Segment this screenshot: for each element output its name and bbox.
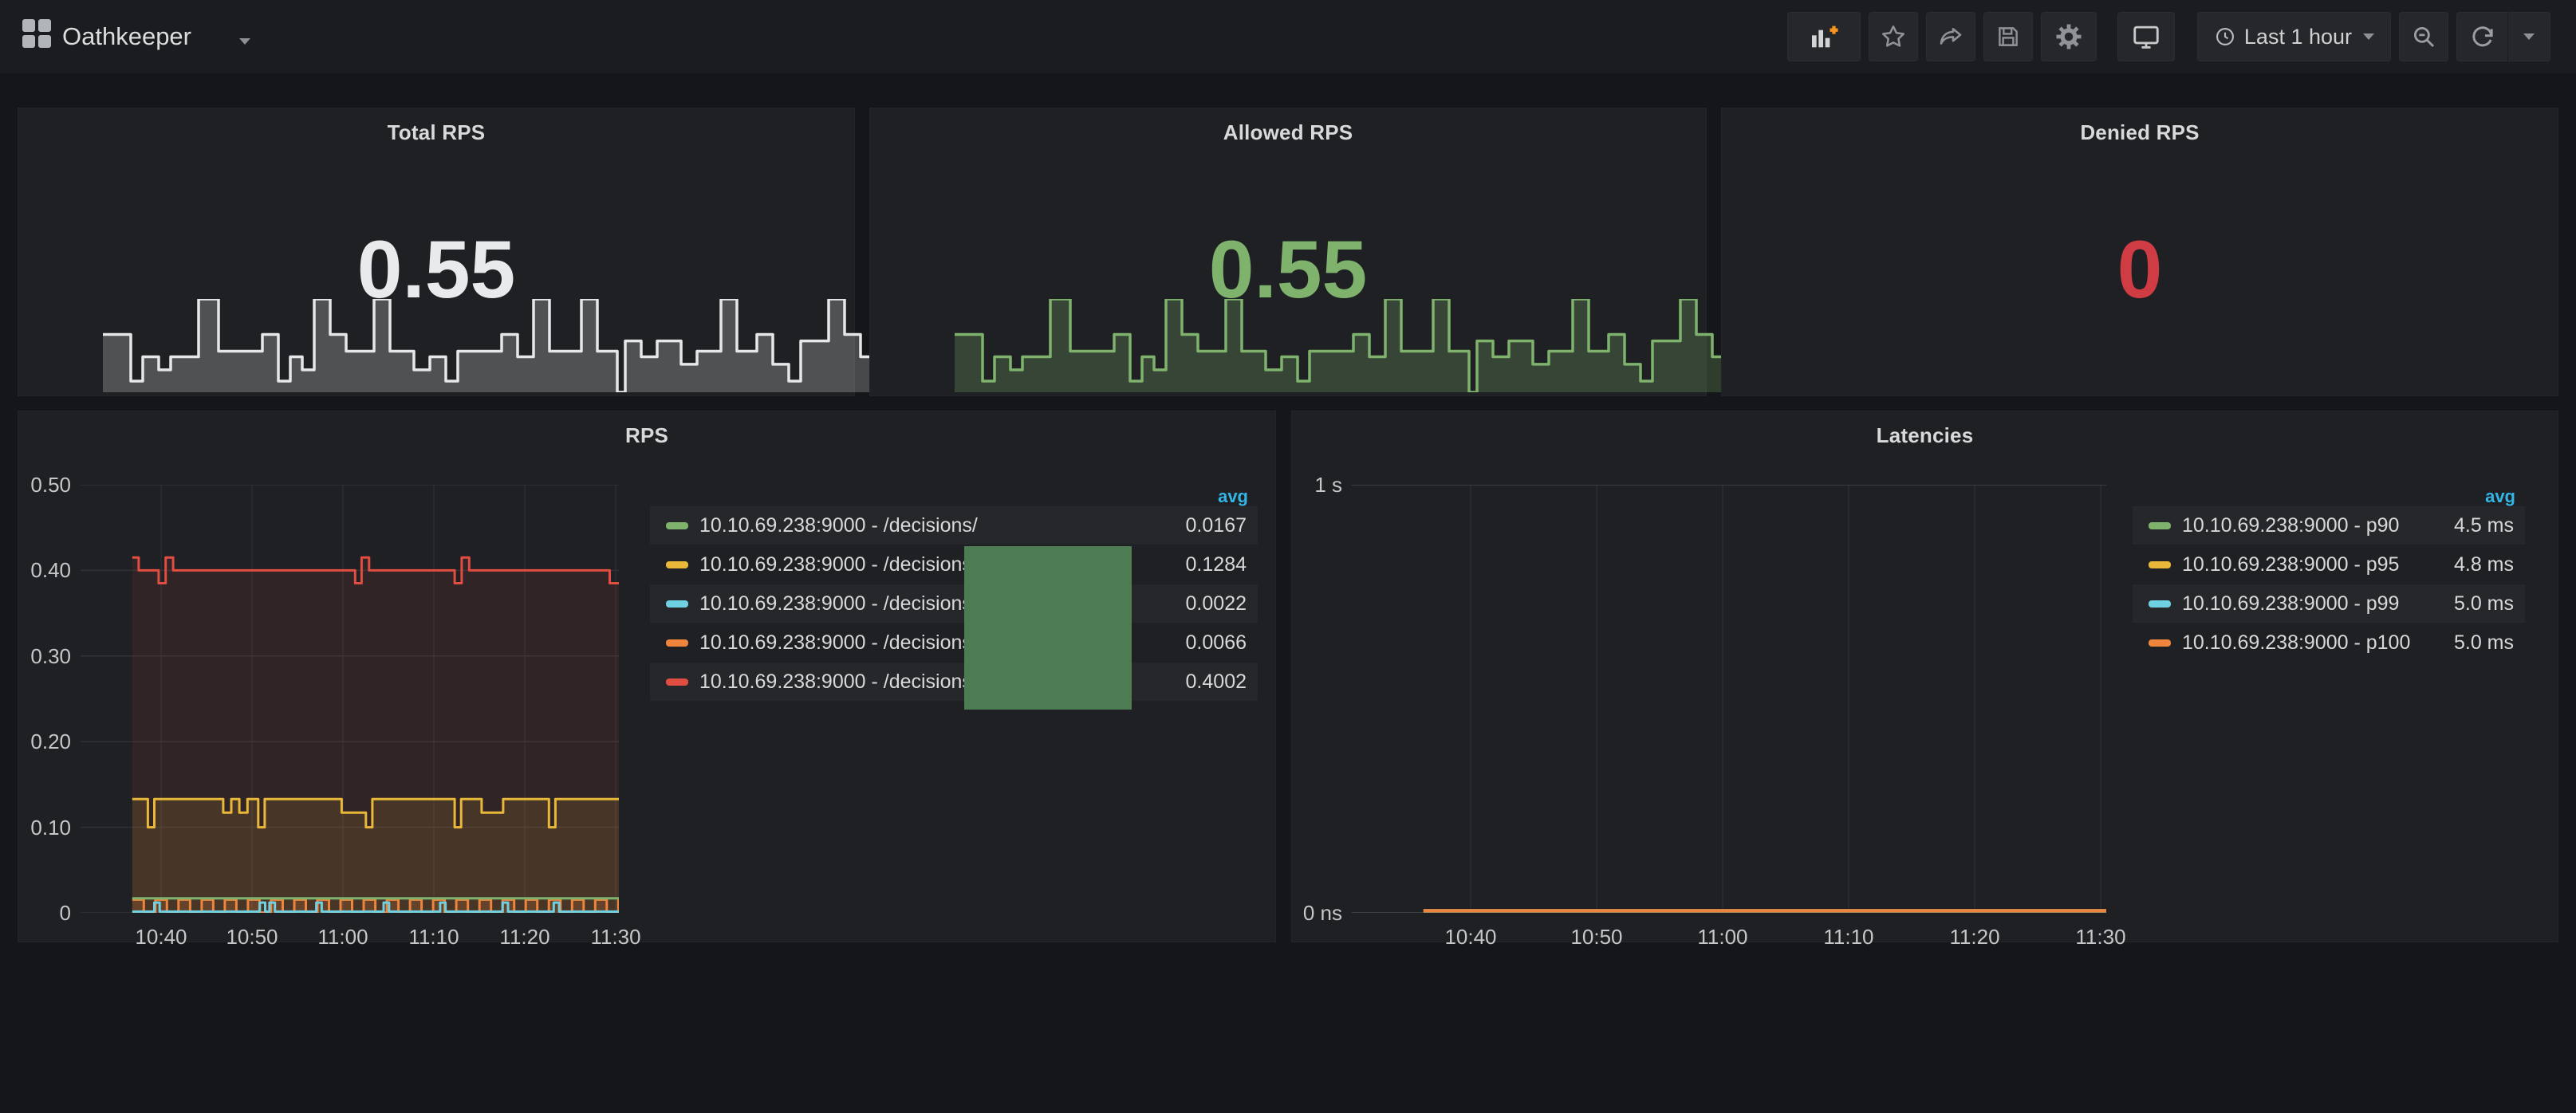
y-axis-tick: 0.40 — [15, 558, 71, 583]
save-icon — [1995, 23, 2022, 50]
add-panel-icon — [1808, 21, 1840, 53]
panel-title[interactable]: Allowed RPS — [870, 120, 1706, 145]
legend-row[interactable]: 10.10.69.238:9000 - p99 5.0 ms — [2133, 584, 2525, 623]
legend-series-swatch — [2149, 561, 2171, 568]
y-axis-tick: 0.50 — [15, 473, 71, 498]
panel-rps-graph: RPS 0.500.400.300.200.10010:4010:5011:00… — [18, 411, 1276, 942]
y-axis-tick: 0 ns — [1286, 901, 1342, 926]
zoom-out-icon — [2410, 23, 2437, 50]
x-axis-tick: 11:20 — [1919, 925, 2030, 950]
clock-icon — [2214, 26, 2236, 48]
share-icon — [1936, 22, 1965, 51]
legend-series-swatch — [2149, 600, 2171, 608]
refresh-icon — [2470, 24, 2495, 49]
star-dashboard-button[interactable] — [1869, 12, 1918, 61]
share-dashboard-button[interactable] — [1926, 12, 1975, 61]
legend-row[interactable]: 10.10.69.238:9000 - /decisions/0.4002 — [650, 663, 1258, 701]
legend-series-swatch — [666, 678, 688, 686]
legend-series-avg-value: 5.0 ms — [2454, 592, 2514, 615]
time-range-picker[interactable]: Last 1 hour — [2197, 12, 2391, 61]
navbar: Oathkeeper — [0, 0, 2576, 73]
panel-latencies-graph: Latencies 1 s0 ns10:4010:5011:0011:1011:… — [1291, 411, 2558, 942]
legend-series-avg-value: 4.5 ms — [2454, 514, 2514, 537]
legend-series-swatch — [2149, 639, 2171, 647]
panel-total-rps: Total RPS 0.55 — [18, 108, 855, 396]
latencies-graph[interactable] — [1352, 485, 2106, 913]
zoom-out-time-button[interactable] — [2399, 12, 2448, 61]
legend-series-swatch — [666, 522, 688, 529]
refresh-button-group — [2456, 12, 2550, 61]
legend-series-swatch — [666, 561, 688, 568]
legend-series-swatch — [666, 639, 688, 647]
legend-series-label[interactable]: 10.10.69.238:9000 - p99 — [2182, 592, 2399, 615]
cycle-view-mode-button[interactable] — [2117, 12, 2175, 61]
x-axis-tick: 11:10 — [1793, 925, 1904, 950]
panel-title[interactable]: Latencies — [1292, 423, 2558, 448]
x-axis-tick: 10:50 — [1541, 925, 1652, 950]
legend-series-swatch — [666, 600, 688, 608]
refresh-interval-button[interactable] — [2508, 33, 2550, 40]
total-rps-sparkline — [103, 299, 900, 392]
legend-series-avg-value: 0.0022 — [1186, 592, 1247, 615]
y-axis-tick: 0.10 — [15, 816, 71, 840]
save-dashboard-button[interactable] — [1983, 12, 2033, 61]
monitor-icon — [2131, 22, 2161, 52]
legend-series-swatch — [2149, 522, 2171, 529]
refresh-button[interactable] — [2457, 24, 2507, 49]
dashboard-title[interactable]: Oathkeeper — [62, 0, 191, 73]
legend-row[interactable]: 10.10.69.238:9000 - /decisions/0.0066 — [650, 623, 1258, 662]
panel-title[interactable]: RPS — [18, 423, 1275, 448]
legend-series-avg-value: 5.0 ms — [2454, 631, 2514, 655]
legend-series-avg-value: 4.8 ms — [2454, 553, 2514, 576]
legend-series-avg-value: 0.4002 — [1186, 671, 1247, 694]
legend-row[interactable]: 10.10.69.238:9000 - /decisions/0.0167 — [650, 506, 1258, 545]
legend-series-label[interactable]: 10.10.69.238:9000 - /decisions/ — [699, 592, 978, 615]
refresh-interval-caret-icon — [2523, 33, 2535, 40]
legend-series-avg-value: 0.0066 — [1186, 631, 1247, 655]
legend-rows: 10.10.69.238:9000 - /decisions/0.016710.… — [650, 506, 1258, 702]
allowed-rps-sparkline — [955, 299, 1752, 392]
time-range-caret-icon — [2363, 33, 2374, 40]
legend-row[interactable]: 10.10.69.238:9000 - /decisions/0.0022 — [650, 584, 1258, 623]
legend-rows: 10.10.69.238:9000 - p904.5 ms10.10.69.23… — [2133, 506, 2525, 663]
legend-avg-header[interactable]: avg — [1218, 486, 1248, 507]
legend-series-label[interactable]: 10.10.69.238:9000 - /decisions/ — [699, 553, 978, 576]
panel-title[interactable]: Total RPS — [18, 120, 854, 145]
time-range-label: Last 1 hour — [2244, 25, 2352, 49]
legend-series-label[interactable]: 10.10.69.238:9000 - p90 — [2182, 514, 2399, 537]
panel-title[interactable]: Denied RPS — [1722, 120, 2558, 145]
x-axis-tick: 11:00 — [1667, 925, 1778, 950]
dashboard-settings-button[interactable] — [2041, 12, 2097, 61]
star-icon — [1879, 22, 1908, 51]
y-axis-tick: 0.30 — [15, 644, 71, 669]
legend-row[interactable]: 10.10.69.238:9000 - p100 5.0 ms — [2133, 623, 2525, 662]
y-axis-tick: 1 s — [1286, 473, 1342, 498]
y-axis-tick: 0 — [15, 901, 71, 926]
y-axis-tick: 0.20 — [15, 730, 71, 754]
legend-series-label[interactable]: 10.10.69.238:9000 - /decisions/ — [699, 514, 978, 537]
legend-series-label[interactable]: 10.10.69.238:9000 - /decisions/ — [699, 631, 978, 655]
rps-graph[interactable] — [81, 485, 619, 913]
legend-series-label[interactable]: 10.10.69.238:9000 - p100 — [2182, 631, 2410, 655]
add-panel-button[interactable] — [1787, 12, 1861, 61]
legend-avg-header[interactable]: avg — [2485, 486, 2515, 507]
gear-icon — [2054, 22, 2084, 52]
stat-value-denied-rps: 0 — [1722, 225, 2558, 314]
x-axis-tick: 11:30 — [2045, 925, 2157, 950]
legend-series-avg-value: 0.0167 — [1186, 514, 1247, 537]
x-axis-tick: 11:30 — [560, 925, 672, 950]
panel-denied-rps: Denied RPS 0 — [1721, 108, 2558, 396]
legend-row[interactable]: 10.10.69.238:9000 - /decisions/0.1284 — [650, 545, 1258, 584]
legend-series-avg-value: 0.1284 — [1186, 553, 1247, 576]
legend-row[interactable]: 10.10.69.238:9000 - p90 4.5 ms — [2133, 506, 2525, 545]
panel-allowed-rps: Allowed RPS 0.55 — [869, 108, 1707, 396]
dashboards-grid-icon[interactable] — [22, 19, 51, 48]
legend-row[interactable]: 10.10.69.238:9000 - p95 4.8 ms — [2133, 545, 2525, 584]
green-overlay-artifact — [964, 546, 1132, 710]
legend-series-label[interactable]: 10.10.69.238:9000 - p95 — [2182, 553, 2399, 576]
dashboard-title-caret-icon[interactable] — [239, 38, 250, 45]
x-axis-tick: 10:40 — [1415, 925, 1526, 950]
navbar-actions: Last 1 hour — [1787, 12, 2550, 61]
legend-series-label[interactable]: 10.10.69.238:9000 - /decisions/ — [699, 671, 978, 694]
